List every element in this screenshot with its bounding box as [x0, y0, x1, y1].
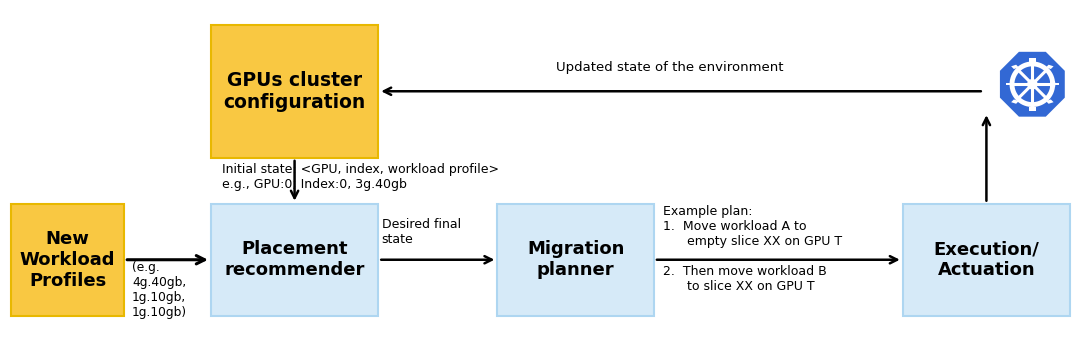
Polygon shape: [1005, 83, 1010, 85]
Polygon shape: [1028, 80, 1037, 89]
Polygon shape: [1029, 107, 1036, 111]
FancyBboxPatch shape: [11, 204, 124, 316]
Text: New
Workload
Profiles: New Workload Profiles: [19, 230, 116, 290]
Text: Execution/
Actuation: Execution/ Actuation: [934, 240, 1039, 279]
Text: Example plan:
1.  Move workload A to
      empty slice XX on GPU T

2.  Then mov: Example plan: 1. Move workload A to empt…: [663, 205, 842, 293]
Text: Desired final
state: Desired final state: [382, 218, 461, 246]
Text: Placement
recommender: Placement recommender: [225, 240, 364, 279]
FancyBboxPatch shape: [211, 204, 378, 316]
Polygon shape: [1055, 83, 1059, 85]
FancyBboxPatch shape: [497, 204, 654, 316]
FancyBboxPatch shape: [211, 25, 378, 158]
Polygon shape: [1046, 99, 1054, 104]
Polygon shape: [1011, 65, 1018, 69]
Polygon shape: [1000, 52, 1065, 117]
Polygon shape: [1011, 99, 1018, 104]
Text: (e.g.
4g.40gb,
1g.10gb,
1g.10gb): (e.g. 4g.40gb, 1g.10gb, 1g.10gb): [132, 261, 187, 319]
Text: Updated state of the environment: Updated state of the environment: [557, 61, 784, 74]
Polygon shape: [1046, 65, 1054, 69]
Text: Initial state: <GPU, index, workload profile>
e.g., GPU:0; Index:0, 3g.40gb: Initial state: <GPU, index, workload pro…: [222, 163, 498, 191]
Text: GPUs cluster
configuration: GPUs cluster configuration: [224, 71, 365, 112]
Text: Migration
planner: Migration planner: [526, 240, 625, 279]
Polygon shape: [1029, 58, 1036, 62]
FancyBboxPatch shape: [903, 204, 1070, 316]
